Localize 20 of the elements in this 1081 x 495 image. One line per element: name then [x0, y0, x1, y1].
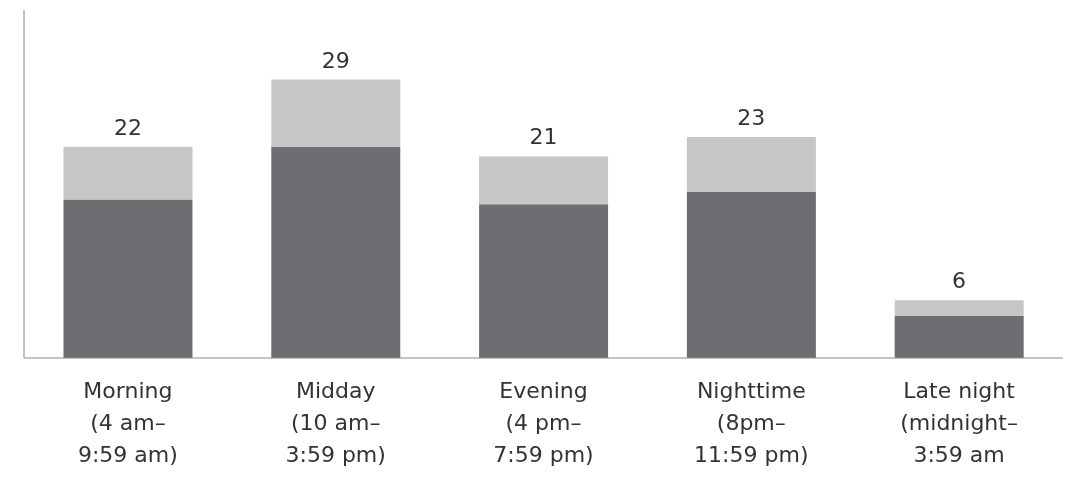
bar	[271, 146, 401, 358]
bar	[63, 199, 193, 358]
bar	[894, 300, 1024, 316]
annotation: 29	[321, 47, 350, 73]
bar	[686, 191, 816, 358]
x-tick-label: Late night (midnight– 3:59 am	[900, 378, 1018, 467]
x-tick-label: Morning (4 am– 9:59 am)	[77, 378, 178, 467]
x-tick-label: Evening (4 pm– 7:59 pm)	[493, 378, 594, 467]
x-tick-label: Nighttime (8pm– 11:59 pm)	[694, 378, 809, 467]
annotation: 23	[737, 104, 766, 130]
bar	[479, 156, 609, 205]
annotation: 22	[113, 114, 142, 140]
bar	[479, 204, 609, 358]
bar	[63, 146, 193, 200]
annotation: 21	[529, 124, 558, 150]
bar	[894, 315, 1024, 358]
bar	[686, 136, 816, 192]
annotation: 6	[952, 268, 967, 294]
bar	[271, 79, 401, 147]
x-tick-label: Midday (10 am– 3:59 pm)	[285, 378, 386, 467]
